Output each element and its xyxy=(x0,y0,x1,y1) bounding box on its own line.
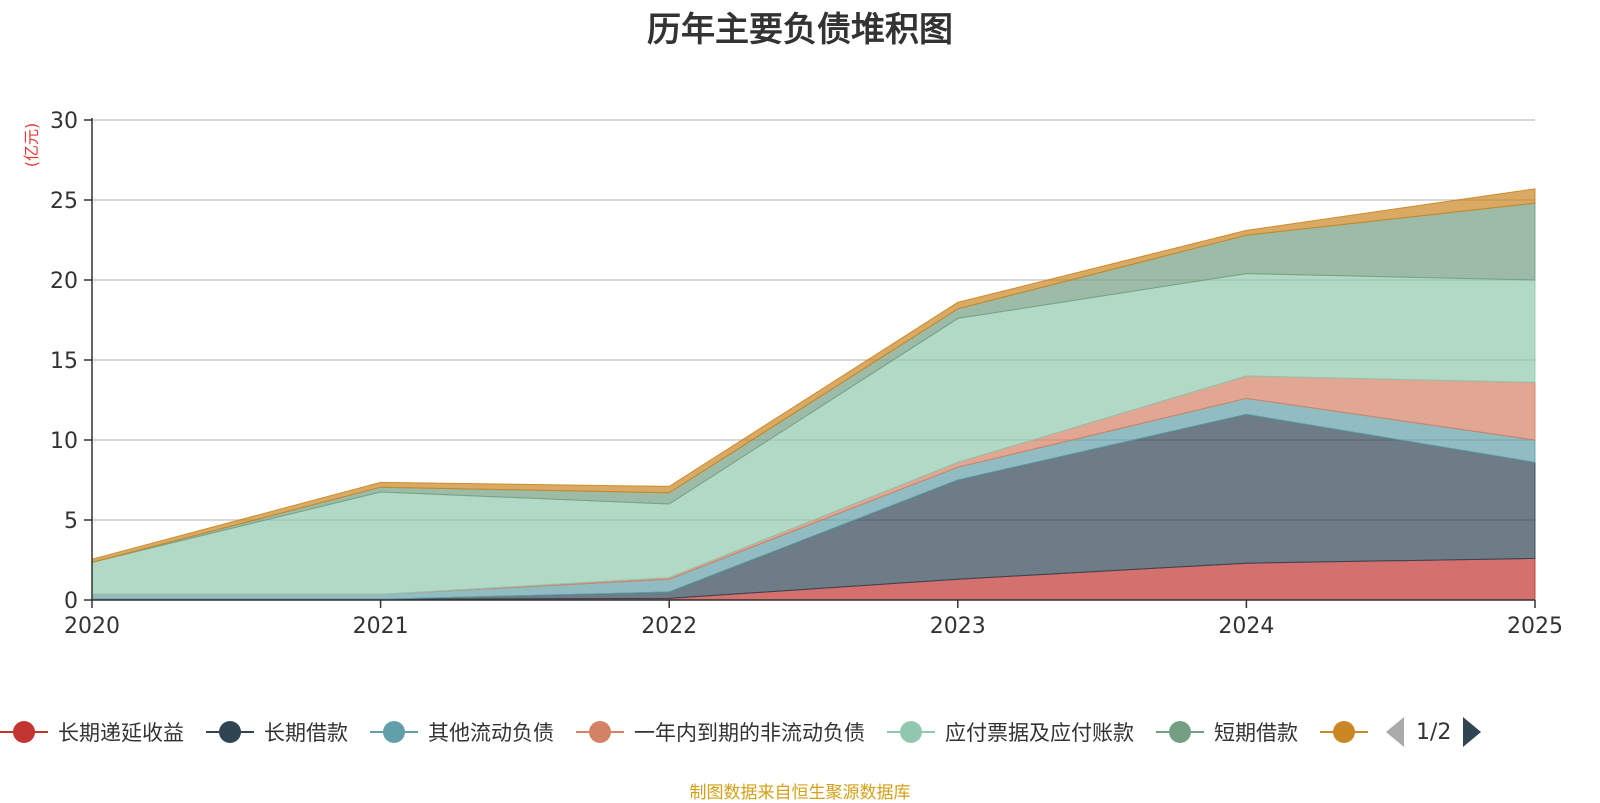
legend-label: 应付票据及应付账款 xyxy=(945,721,1134,745)
y-tick-label: 20 xyxy=(50,269,78,294)
y-tick-label: 15 xyxy=(50,349,78,374)
legend-item-1[interactable]: 长期递延收益 xyxy=(0,717,184,747)
data-source-note: 制图数据来自恒生聚源数据库 xyxy=(689,783,911,803)
y-tick-label: 5 xyxy=(64,509,78,534)
legend-item-3[interactable]: 其他流动负债 xyxy=(370,717,554,747)
y-tick-label: 30 xyxy=(50,109,78,134)
area-series-7[interactable] xyxy=(91,188,1536,564)
x-tick-label: 2022 xyxy=(641,614,697,639)
legend-label: 长期递延收益 xyxy=(58,721,184,745)
legend-marker-icon xyxy=(0,720,48,744)
legend-label: 一年内到期的非流动负债 xyxy=(634,721,865,745)
y-tick-label: 10 xyxy=(50,429,78,454)
legend-item-6[interactable]: 短期借款 xyxy=(1156,717,1298,747)
legend-item-2[interactable]: 长期借款 xyxy=(206,717,348,747)
chart-title: 历年主要负债堆积图 xyxy=(647,10,953,50)
legend-marker-icon xyxy=(1156,720,1204,744)
legend-marker-icon xyxy=(576,720,624,744)
y-tick-label: 25 xyxy=(50,189,78,214)
area-series xyxy=(91,188,1536,601)
legend: 长期递延收益 长期借款 其他流动负债 一年内到期的非流动负债 应付票据及应付账款 短期借款… xyxy=(0,712,1482,752)
y-axis-unit-label: (亿元) xyxy=(22,123,41,168)
legend-label: 短期借款 xyxy=(1214,721,1298,745)
legend-item-7[interactable] xyxy=(1320,720,1368,744)
x-tick-label: 2021 xyxy=(353,614,409,639)
legend-page-indicator: 1/2 xyxy=(1416,719,1452,745)
legend-prev-page-icon[interactable] xyxy=(1386,717,1404,747)
legend-next-page-icon[interactable] xyxy=(1463,717,1482,747)
x-tick-label: 2025 xyxy=(1507,614,1563,639)
legend-item-4[interactable]: 一年内到期的非流动负债 xyxy=(576,717,865,747)
x-tick-label: 2023 xyxy=(930,614,986,639)
legend-pager: 1/2 xyxy=(1386,717,1482,747)
legend-label: 其他流动负债 xyxy=(428,721,554,745)
x-tick-label: 2020 xyxy=(64,614,120,639)
legend-marker-icon xyxy=(370,720,418,744)
x-tick-label: 2024 xyxy=(1218,614,1274,639)
legend-marker-icon xyxy=(887,720,935,744)
legend-item-5[interactable]: 应付票据及应付账款 xyxy=(887,717,1134,747)
y-tick-label: 0 xyxy=(64,589,78,614)
legend-marker-icon xyxy=(1320,720,1368,744)
legend-label: 长期借款 xyxy=(264,721,348,745)
legend-marker-icon xyxy=(206,720,254,744)
